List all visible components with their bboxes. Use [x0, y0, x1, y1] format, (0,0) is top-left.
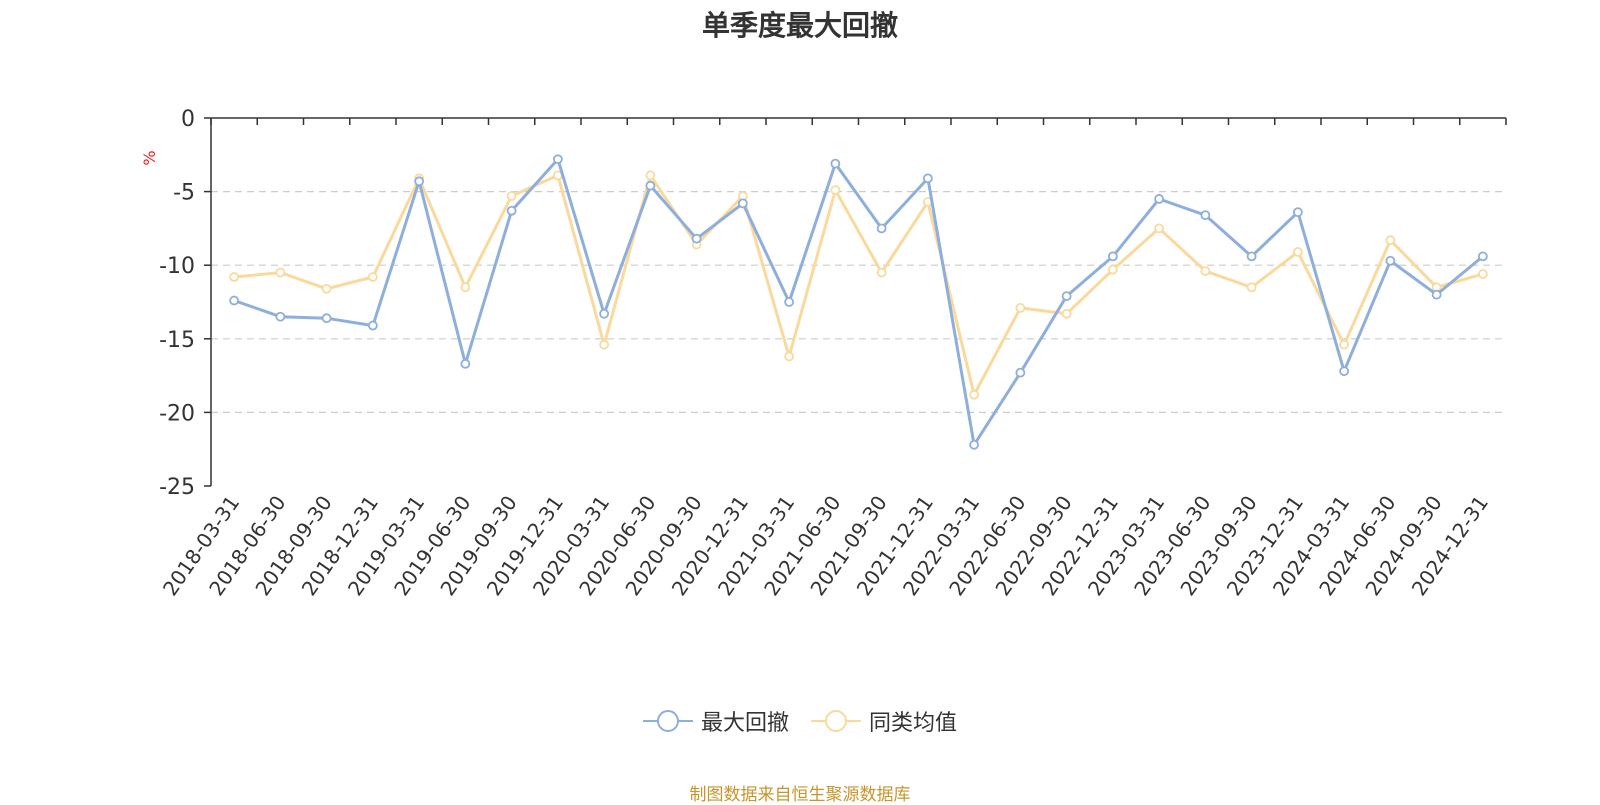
data-point — [784, 297, 795, 307]
y-tick-label: -10 — [159, 254, 195, 279]
data-point — [1200, 210, 1211, 221]
data-point — [969, 389, 980, 400]
data-point — [645, 170, 656, 181]
data-point — [830, 158, 841, 169]
line-chart: 0-5-10-15-20-25%2018-03-312018-06-302018… — [140, 107, 1507, 600]
source-note: 制图数据来自恒生聚源数据库 — [689, 785, 911, 805]
data-point — [1339, 339, 1350, 350]
data-point — [229, 295, 240, 306]
data-point — [876, 223, 887, 234]
data-point — [367, 320, 378, 331]
data-point — [275, 311, 286, 322]
series-line — [233, 157, 1484, 447]
data-point — [414, 176, 425, 187]
series-line — [233, 173, 1484, 397]
chart-title: 单季度最大回撤 — [701, 9, 898, 42]
data-point — [552, 154, 563, 165]
series-lines — [229, 154, 1488, 450]
data-point — [1385, 255, 1396, 266]
data-point — [1200, 266, 1211, 276]
axes — [204, 117, 1507, 487]
legend-label: 最大回撤 — [700, 711, 789, 736]
data-point — [1385, 235, 1396, 246]
data-point — [1061, 291, 1072, 302]
data-point — [460, 282, 471, 293]
data-point — [599, 308, 610, 319]
legend-item-peer-average[interactable]: 同类均值 — [811, 705, 957, 737]
data-point — [1015, 367, 1026, 378]
data-point — [506, 205, 517, 216]
y-tick-label: -20 — [159, 401, 195, 426]
data-point — [1246, 282, 1257, 293]
data-point — [460, 358, 471, 369]
y-tick-label: -15 — [159, 328, 195, 353]
data-point — [506, 191, 517, 201]
data-point — [1477, 251, 1488, 262]
series-max-drawdown — [229, 154, 1488, 450]
series-peer-average — [229, 170, 1488, 400]
data-point — [321, 283, 332, 294]
axis-labels: 0-5-10-15-20-25%2018-03-312018-06-302018… — [140, 107, 1493, 600]
y-tick-label: -5 — [173, 181, 195, 206]
data-point — [1292, 247, 1303, 257]
data-point — [275, 267, 286, 278]
legend: 最大回撤 同类均值 — [0, 705, 1600, 737]
data-point — [367, 272, 378, 282]
data-point — [1477, 269, 1488, 279]
y-axis-label: % — [140, 150, 159, 165]
data-point — [229, 272, 240, 282]
legend-swatch-icon — [642, 710, 693, 732]
data-point — [1107, 251, 1118, 262]
data-point — [830, 185, 841, 196]
data-point — [1246, 251, 1257, 262]
data-point — [737, 198, 748, 209]
data-point — [1154, 223, 1165, 234]
data-point — [1061, 308, 1072, 319]
data-point — [1015, 302, 1026, 313]
data-point — [321, 313, 332, 324]
data-point — [599, 339, 610, 350]
data-point — [645, 180, 656, 191]
data-point — [1292, 207, 1303, 218]
data-point — [969, 439, 980, 450]
data-point — [1154, 194, 1165, 204]
data-point — [922, 173, 933, 184]
data-point — [1339, 366, 1350, 377]
legend-item-max-drawdown[interactable]: 最大回撤 — [642, 705, 789, 737]
legend-swatch-icon — [811, 710, 861, 732]
data-point — [876, 267, 887, 278]
data-point — [1431, 289, 1442, 300]
legend-label: 同类均值 — [869, 711, 958, 736]
y-tick-label: 0 — [181, 107, 195, 132]
data-point — [1107, 264, 1118, 275]
data-point — [784, 351, 795, 362]
y-tick-label: -25 — [159, 475, 195, 500]
data-point — [691, 233, 702, 244]
